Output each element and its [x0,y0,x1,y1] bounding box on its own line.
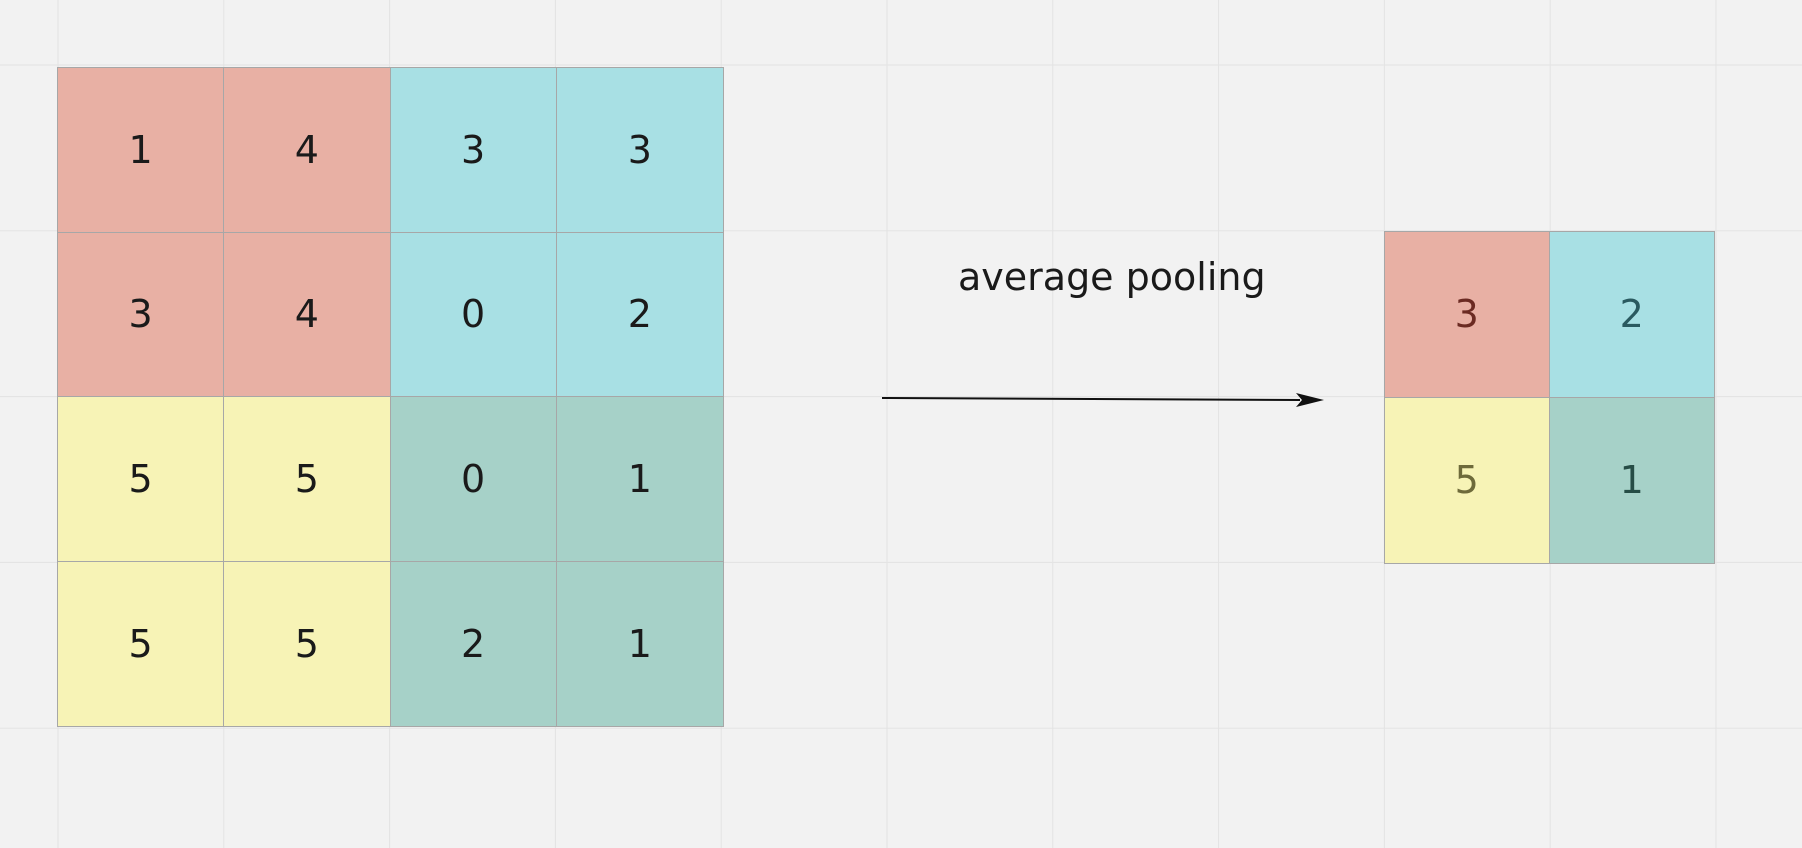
input-cell-r4-c1: 5 [58,561,225,726]
input-cell-r4-c3: 2 [390,561,557,726]
input-cell-r2-c3: 0 [390,232,557,397]
input-cell-r3-c4: 1 [556,397,723,562]
input-cell-r1-c1: 1 [58,68,225,233]
output-cell-r2-c1: 5 [1385,397,1550,563]
input-cell-r1-c4: 3 [556,68,723,233]
input-cell-r2-c1: 3 [58,232,225,397]
arrow-right-icon [881,393,1324,407]
output-cell-r1-c2: 2 [1549,232,1714,398]
input-cell-r1-c2: 4 [224,68,391,233]
operation-label: average pooling [958,255,1266,299]
output-cell-r1-c1: 3 [1385,232,1550,398]
input-cell-r4-c2: 5 [224,561,391,726]
input-cell-r1-c3: 3 [390,68,557,233]
input-cell-r2-c4: 2 [556,232,723,397]
output-cell-r2-c2: 1 [1549,397,1714,563]
input-cell-r3-c2: 5 [224,397,391,562]
input-cell-r4-c4: 1 [556,561,723,726]
input-cell-r3-c3: 0 [390,397,557,562]
input-cell-r3-c1: 5 [58,397,225,562]
output-matrix: 3 2 5 1 [1384,231,1715,564]
input-cell-r2-c2: 4 [224,232,391,397]
input-matrix: 1 4 3 3 3 4 0 2 5 5 0 1 5 5 2 1 [57,67,724,727]
